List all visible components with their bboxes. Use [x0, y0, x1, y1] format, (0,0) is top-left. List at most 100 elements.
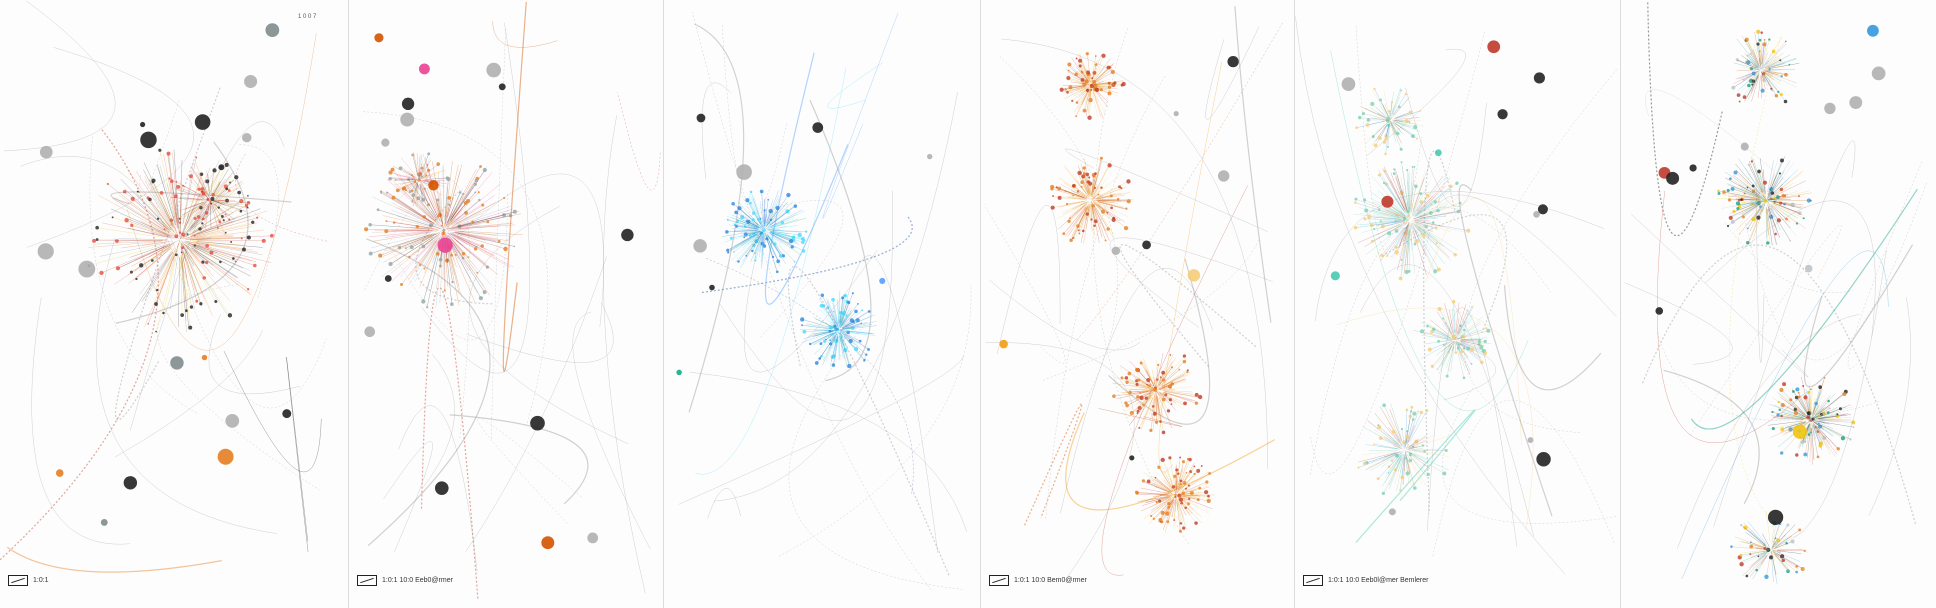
graph-node	[1766, 547, 1771, 553]
cluster-edge	[450, 242, 478, 294]
graph-node	[1400, 89, 1402, 92]
cluster-edge	[141, 222, 173, 237]
cluster-edge	[1406, 457, 1416, 489]
cluster-edge	[420, 168, 430, 178]
graph-node	[1187, 502, 1190, 506]
cluster-edge	[1755, 66, 1761, 70]
hub-node	[242, 132, 252, 143]
graph-node	[1470, 347, 1475, 352]
cluster-edge	[1766, 196, 1769, 200]
cluster-edge	[399, 180, 416, 185]
graph-node	[1803, 440, 1807, 443]
cluster-edge	[1092, 88, 1098, 103]
cluster-edge	[1779, 409, 1805, 419]
cluster-edge	[1761, 41, 1767, 65]
cluster-edge	[1814, 395, 1831, 416]
graph-node	[155, 330, 157, 333]
graph-node	[831, 363, 836, 367]
graph-edge	[1624, 282, 1733, 365]
graph-node	[1139, 392, 1142, 395]
cluster-edge	[1094, 89, 1109, 108]
cluster-edge	[1174, 466, 1176, 490]
graph-node	[420, 166, 424, 170]
graph-node	[793, 204, 798, 208]
cluster-edge	[1071, 57, 1088, 80]
cluster-edge	[1760, 172, 1766, 195]
cluster-edge	[1353, 213, 1399, 219]
graph-node	[1782, 382, 1787, 387]
cluster-edge	[769, 232, 791, 244]
cluster-edge	[214, 202, 234, 214]
graph-node	[1419, 192, 1423, 196]
cluster-edge	[1753, 203, 1764, 220]
cluster-edge	[183, 185, 205, 198]
graph-node	[854, 347, 859, 352]
cluster-edge	[1781, 411, 1806, 419]
cluster-edge	[845, 333, 870, 350]
cluster-edge	[138, 246, 172, 272]
cluster-edge	[837, 335, 840, 358]
cluster-edge	[1151, 497, 1172, 507]
cluster-edge	[838, 330, 840, 335]
cluster-edge	[1419, 197, 1459, 216]
graph-node	[246, 201, 251, 205]
cluster-edge	[1095, 207, 1114, 239]
cluster-edge	[842, 333, 857, 350]
cluster-edge	[403, 181, 416, 190]
graph-node	[858, 339, 862, 343]
cluster-edge	[1079, 83, 1089, 85]
cluster-edge	[1736, 38, 1757, 64]
cluster-edge	[184, 207, 202, 234]
cluster-edge	[828, 300, 838, 325]
cluster-edge	[1156, 397, 1158, 426]
graph-edge	[1647, 2, 1724, 237]
graph-edge	[3, 0, 116, 152]
cluster-edge	[409, 174, 418, 180]
cluster-edge	[757, 218, 763, 228]
graph-node	[1442, 343, 1445, 347]
cluster-edge	[1409, 436, 1427, 448]
graph-node	[1382, 140, 1387, 144]
graph-node	[1366, 118, 1371, 122]
hub-node	[696, 113, 706, 123]
cluster-edge	[182, 250, 196, 291]
cluster-edge	[1096, 85, 1118, 88]
cluster-edge	[1149, 390, 1155, 392]
cluster-edge	[1139, 393, 1153, 409]
cluster-edge	[1077, 54, 1089, 79]
cluster-edge	[1460, 340, 1485, 346]
graph-edge	[1045, 76, 1166, 519]
graph-node	[1717, 189, 1720, 193]
cluster-edge	[1416, 225, 1444, 247]
cluster-edge	[180, 244, 186, 261]
graph-node	[1769, 555, 1774, 560]
cluster-edge	[1069, 64, 1087, 82]
graph-edge	[1645, 89, 1788, 183]
cluster-edge	[1811, 398, 1817, 416]
graph-node	[458, 191, 462, 194]
cluster-edge	[1072, 195, 1088, 200]
cluster-edge	[1732, 204, 1760, 223]
cluster-edge	[1059, 197, 1085, 200]
hub-node	[1227, 55, 1239, 68]
cluster-edge	[144, 176, 174, 228]
cluster-edge	[1766, 70, 1790, 75]
cluster-edge	[1384, 170, 1406, 211]
cluster-edge	[1753, 207, 1764, 237]
cluster-edge	[1761, 66, 1766, 70]
cluster-edge	[1413, 210, 1427, 219]
cluster-edge	[1453, 301, 1455, 333]
graph-edge	[1360, 264, 1534, 537]
graph-node	[1781, 558, 1786, 563]
cluster-edge	[131, 225, 171, 238]
cluster-edge	[1813, 421, 1824, 428]
cluster-edge	[1761, 44, 1765, 65]
network-panel-4: 1:0:1 10:0 Bem0@rmer	[981, 0, 1294, 608]
cluster-edge	[1425, 322, 1450, 337]
cluster-edge	[1459, 340, 1480, 342]
cluster-edge	[1161, 374, 1185, 388]
cluster-edge	[390, 177, 414, 180]
graph-node	[1186, 370, 1189, 373]
graph-node	[1378, 136, 1382, 140]
